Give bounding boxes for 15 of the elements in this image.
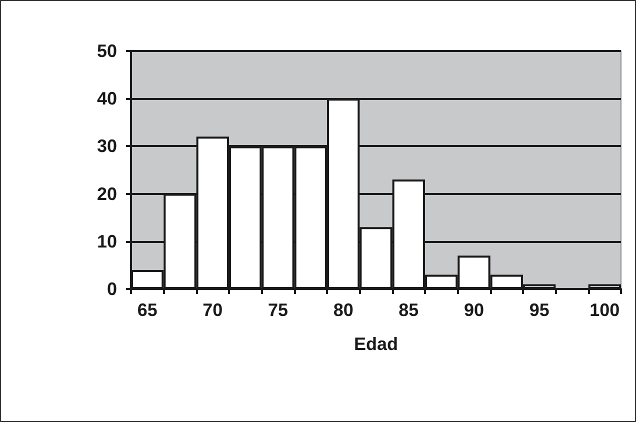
y-tick-label: 40	[96, 88, 117, 109]
x-tick-label: 95	[529, 300, 550, 320]
y-tick-label: 20	[96, 184, 117, 204]
x-tick-label: 85	[398, 300, 419, 320]
x-tick-label: 80	[333, 300, 354, 320]
y-tick-label: 30	[96, 136, 117, 156]
x-tick-label: 90	[464, 300, 484, 320]
x-tick-label: 100	[590, 300, 620, 320]
y-tick-label: 10	[96, 231, 117, 252]
x-axis-title: Edad	[354, 334, 398, 354]
x-tick-label: 75	[268, 300, 288, 320]
x-tick-label: 65	[137, 300, 158, 320]
y-tick-label: 50	[96, 41, 117, 61]
y-tick-label: 0	[106, 279, 117, 299]
x-tick-label: 70	[202, 300, 223, 320]
